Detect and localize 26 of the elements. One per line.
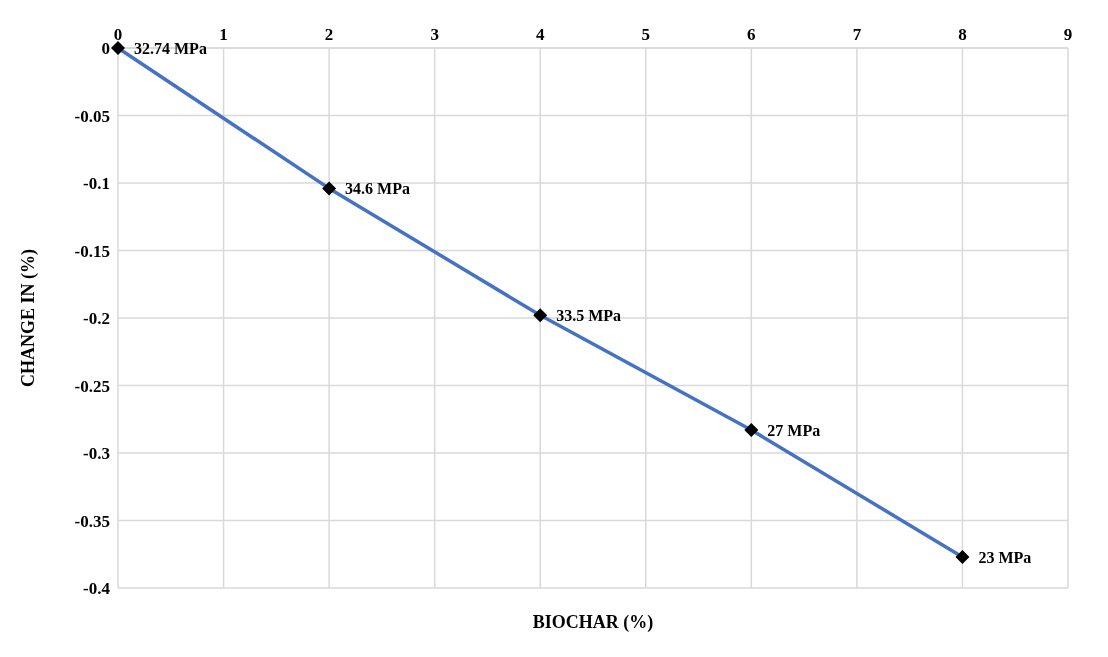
y-tick-label: -0.25 <box>74 376 110 396</box>
y-axis-title: CHANGE IN (%) <box>18 249 40 387</box>
y-tick-label: -0.05 <box>74 106 110 126</box>
x-tick-label: 5 <box>641 25 651 44</box>
y-tick-label: -0.4 <box>83 579 111 599</box>
annotation: 34.6 MPa <box>345 180 410 198</box>
x-tick-label: 4 <box>535 25 545 44</box>
annotation: 23 MPa <box>978 548 1032 566</box>
x-axis-title: BIOCHAR (%) <box>532 612 654 633</box>
annotation: 33.5 MPa <box>556 307 622 325</box>
x-tick-label: 8 <box>958 25 967 44</box>
x-tick-label: 3 <box>430 25 439 44</box>
x-tick-label: 2 <box>324 25 334 44</box>
x-tick-label: 1 <box>219 25 228 44</box>
y-tick-label: -0.3 <box>83 444 110 464</box>
x-tick-label: 7 <box>852 25 862 44</box>
y-tick-label: -0.35 <box>74 511 110 531</box>
annotation: 32.74 MPa <box>134 40 207 57</box>
y-tick-label: -0.15 <box>74 241 110 261</box>
x-tick-label: 0 <box>113 25 123 44</box>
annotation: 27 MPa <box>767 422 821 440</box>
x-tick-label: 6 <box>747 25 756 44</box>
y-tick-label: 0 <box>101 39 110 59</box>
y-tick-label: -0.1 <box>83 174 110 194</box>
y-tick-label: -0.2 <box>83 309 110 329</box>
x-tick-label: 9 <box>1063 25 1073 44</box>
